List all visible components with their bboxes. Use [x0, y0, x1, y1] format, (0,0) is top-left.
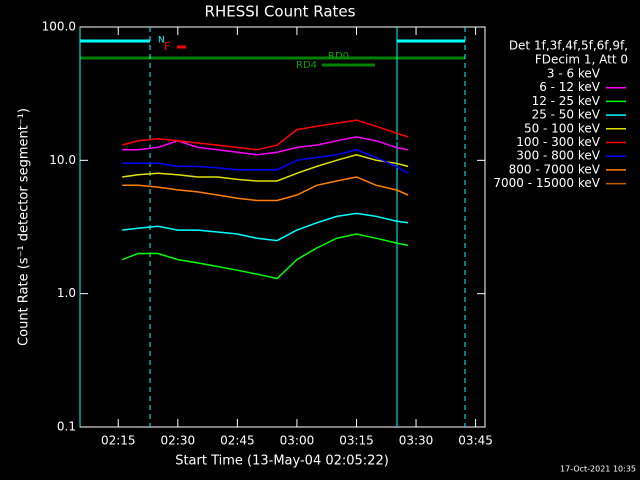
legend-label: 50 - 100 keV — [524, 121, 601, 135]
series-line — [122, 136, 409, 156]
legend-label: 800 - 7000 keV — [509, 162, 601, 176]
series-line — [122, 176, 409, 202]
x-tick-label: 02:45 — [220, 434, 255, 448]
y-tick-label: 1.0 — [57, 286, 76, 300]
x-tick-label: 02:30 — [161, 434, 196, 448]
series-line — [122, 119, 409, 151]
legend-label: 3 - 6 keV — [547, 67, 601, 81]
series-line — [122, 154, 409, 182]
legend-title: Det 1f,3f,4f,5f,6f,9f, — [509, 39, 628, 53]
y-tick-label: 100.0 — [42, 20, 76, 34]
series-line — [122, 128, 409, 151]
y-tick-label: 0.1 — [57, 420, 76, 434]
annotation: N — [158, 36, 165, 46]
y-tick-label: 10.0 — [49, 153, 76, 167]
series-line — [121, 233, 409, 280]
legend-label: 6 - 12 keV — [539, 80, 601, 94]
y-axis-label: Count Rate (s⁻¹ detector segment⁻¹) — [17, 108, 32, 346]
legend-label: 100 - 300 keV — [516, 135, 600, 149]
x-tick-label: 03:15 — [339, 434, 374, 448]
annotation: F — [164, 40, 170, 53]
legend-label: 25 - 50 keV — [532, 108, 601, 122]
legend-label: 300 - 800 keV — [516, 149, 600, 163]
legend-title: FDecim 1, Att 0 — [535, 53, 628, 67]
series-line — [122, 149, 409, 174]
chart-title: RHESSI Count Rates — [205, 3, 356, 21]
annotation: RD4 — [296, 60, 317, 71]
footer: 17-Oct-2021 10:35 — [560, 465, 636, 474]
annotation: RD0 — [328, 51, 349, 62]
series-line — [122, 212, 409, 242]
x-tick-label: 03:45 — [458, 434, 493, 448]
legend-label: 7000 - 15000 keV — [493, 176, 600, 190]
x-tick-label: 03:30 — [399, 434, 434, 448]
x-tick-label: 03:00 — [280, 434, 315, 448]
x-axis-label: Start Time (13-May-04 02:05:22) — [175, 454, 389, 469]
plot-frame — [79, 26, 486, 428]
x-tick-label: 02:15 — [101, 434, 136, 448]
legend-label: 12 - 25 keV — [532, 94, 601, 108]
